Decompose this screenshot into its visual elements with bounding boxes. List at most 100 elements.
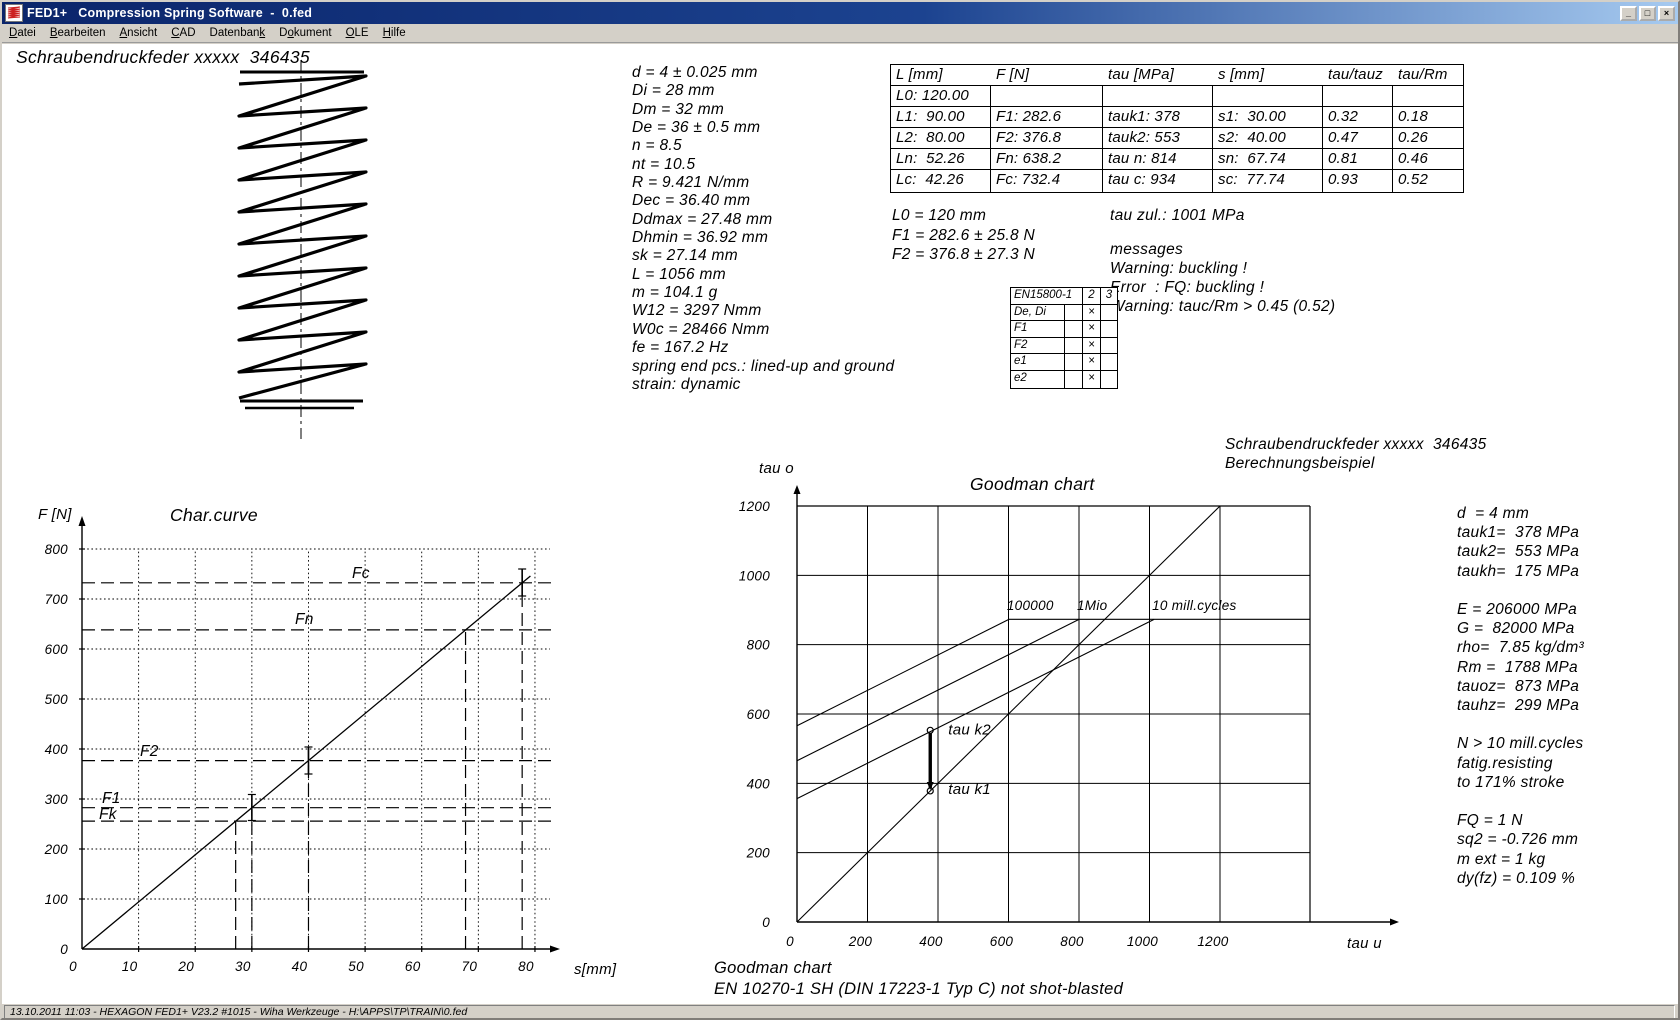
results-cell: 0.47	[1323, 128, 1393, 150]
maximize-button[interactable]: □	[1639, 5, 1656, 21]
minimize-button[interactable]: _	[1620, 5, 1637, 21]
svg-text:600: 600	[45, 642, 69, 657]
results-cell: L1: 90.00	[891, 107, 991, 129]
menu-item-datei[interactable]: Datei	[9, 27, 36, 39]
en-cell	[1101, 371, 1117, 388]
results-header: tau/Rm	[1393, 65, 1463, 87]
text-line: F1 = 282.6 ± 25.8 N	[892, 226, 1036, 244]
results-cell: L2: 80.00	[891, 128, 991, 150]
en-cell: 2	[1083, 288, 1101, 305]
svg-text:800: 800	[1060, 934, 1084, 949]
en-cell	[1101, 321, 1117, 338]
menu-item-cad[interactable]: CAD	[171, 27, 196, 39]
statusbar: 13.10.2011 11:03 - HEXAGON FED1+ V23.2 #…	[2, 1004, 1678, 1018]
results-cell: Fn: 638.2	[991, 149, 1103, 171]
text-line: m = 104.1 g	[632, 284, 718, 302]
close-button[interactable]: ×	[1658, 5, 1675, 21]
svg-text:400: 400	[747, 776, 771, 791]
text-line: G = 82000 MPa	[1457, 620, 1575, 638]
results-cell: 0.46	[1393, 149, 1463, 171]
text-line: n = 8.5	[632, 137, 682, 155]
menu-item-datenbank[interactable]: Datenbank	[209, 27, 266, 39]
goodman-chart: 0 200 400 600 800 1000 1200 0 200 400 600 800 1000 12…	[739, 460, 1399, 952]
text-line: Berechnungsbeispiel	[1225, 454, 1375, 472]
results-cell: 0.18	[1393, 107, 1463, 129]
drawing-canvas: Schraubendruckfeder xxxxx 346435 d = 4 ±…	[2, 44, 1678, 1004]
text-line: W0c = 28466 Nmm	[632, 320, 770, 338]
text-line: fatig.resisting	[1457, 754, 1553, 772]
svg-text:80: 80	[518, 959, 534, 974]
svg-text:tau k2: tau k2	[948, 721, 991, 738]
results-cell: L0: 120.00	[891, 86, 991, 108]
text-line: Dhmin = 36.92 mm	[632, 229, 769, 247]
text-line: N > 10 mill.cycles	[1457, 735, 1584, 753]
goodman-header: Schraubendruckfeder xxxxx 346435 Berechnu…	[1225, 436, 1487, 473]
text-line	[1457, 792, 1584, 811]
results-cell: Ln: 52.26	[891, 149, 991, 171]
svg-text:10 mill.cycles: 10 mill.cycles	[1152, 598, 1236, 613]
text-line: E = 206000 MPa	[1457, 601, 1578, 619]
text-line: Schraubendruckfeder xxxxx 346435	[1225, 436, 1487, 453]
results-cell: 0.26	[1393, 128, 1463, 150]
results-cell: s1: 30.00	[1213, 107, 1323, 129]
text-line: strain: dynamic	[632, 375, 741, 393]
svg-text:800: 800	[747, 638, 771, 653]
results-header: tau [MPa]	[1103, 65, 1213, 87]
svg-text:1200: 1200	[739, 499, 770, 514]
en-cell: De, Di	[1011, 304, 1065, 322]
results-cell: Fc: 732.4	[991, 170, 1103, 192]
svg-text:tau o: tau o	[759, 460, 794, 477]
svg-text:1Mio: 1Mio	[1077, 598, 1108, 613]
results-header: L [mm]	[891, 65, 991, 87]
text-line: d = 4 ± 0.025 mm	[632, 64, 758, 81]
text-line: Di = 28 mm	[632, 82, 715, 100]
text-line: Warning: tauc/Rm > 0.45 (0.52)	[1110, 298, 1336, 315]
results-header: s [mm]	[1213, 65, 1323, 87]
results-header: F [N]	[991, 65, 1103, 87]
results-cell: F1: 282.6	[991, 107, 1103, 129]
menu-item-ole[interactable]: OLE	[345, 27, 369, 39]
en-cell: F2	[1011, 337, 1065, 355]
en-cell: ×	[1083, 354, 1101, 371]
svg-text:0: 0	[69, 959, 77, 974]
results-cell	[1393, 86, 1463, 108]
svg-text:0: 0	[60, 942, 68, 957]
text-line: EN 10270-1 SH (DIN 17223-1 Typ C) not sh…	[714, 979, 1124, 998]
menu-item-ansicht[interactable]: Ansicht	[119, 27, 158, 39]
menu-item-hilfe[interactable]: Hilfe	[382, 27, 406, 39]
en-cell: ×	[1083, 337, 1101, 355]
results-cell: Lc: 42.26	[891, 170, 991, 192]
spring-drawing	[237, 60, 368, 439]
svg-text:F2: F2	[140, 743, 159, 760]
text-line: Dm = 32 mm	[632, 100, 725, 118]
results-cell	[1323, 86, 1393, 108]
results-cell: 0.52	[1398, 171, 1428, 189]
results-cell: sn: 67.74	[1213, 149, 1323, 171]
text-line: tauhz= 299 MPa	[1457, 697, 1580, 715]
text-line: Error : FQ: buckling !	[1110, 279, 1265, 296]
results-cell: tau n: 814	[1103, 149, 1213, 171]
spring-parameters: d = 4 ± 0.025 mm Di = 28 mm Dm = 32 mm De =…	[632, 64, 894, 394]
text-line: taukh= 175 MPa	[1457, 562, 1580, 580]
svg-text:Goodman chart: Goodman chart	[970, 474, 1095, 494]
en-cell	[1101, 305, 1117, 322]
text-line: messages	[1110, 241, 1184, 258]
en-cell: F1	[1011, 321, 1065, 338]
text-line: tauoz= 873 MPa	[1457, 677, 1580, 695]
text-line: dy(fz) = 0.109 %	[1457, 869, 1576, 887]
svg-text:F [N]: F [N]	[38, 506, 72, 523]
svg-text:1000: 1000	[739, 568, 770, 583]
text-line: R = 9.421 N/mm	[632, 174, 750, 192]
svg-text:50: 50	[348, 959, 364, 974]
results-cell: 0.32	[1323, 107, 1393, 129]
text-line: fe = 167.2 Hz	[632, 339, 729, 357]
text-line: L = 1056 mm	[632, 265, 726, 283]
menu-item-bearbeiten[interactable]: Bearbeiten	[49, 27, 106, 39]
text-line: rho= 7.85 kg/dm³	[1457, 639, 1585, 657]
svg-text:60: 60	[405, 959, 421, 974]
text-line: sk = 27.14 mm	[632, 247, 738, 265]
menu-item-dokument[interactable]: Dokument	[279, 27, 332, 39]
text-line: d = 4 mm	[1457, 505, 1530, 522]
titlebar[interactable]: FED1+ Compression Spring Software - 0.fe…	[2, 2, 1678, 24]
